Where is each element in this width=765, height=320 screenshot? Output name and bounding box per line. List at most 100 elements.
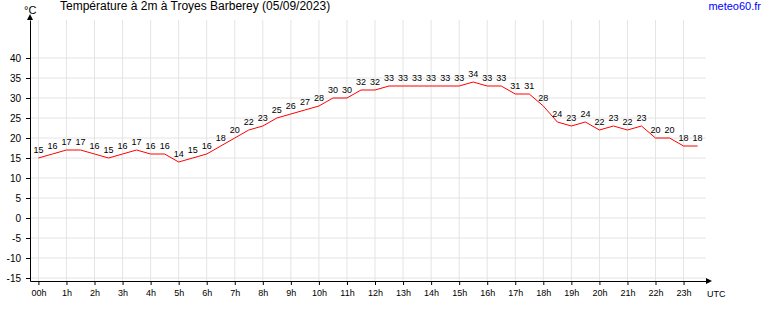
y-tick-label: 30 — [10, 93, 22, 104]
x-tick-label: 1h — [62, 288, 72, 298]
grid-line-y — [30, 258, 706, 259]
x-tick: 5h — [174, 281, 184, 298]
x-tick: 19h — [564, 281, 579, 298]
x-tick-mark — [599, 281, 600, 285]
y-tick: -10 — [7, 253, 30, 264]
data-label: 33 — [412, 73, 422, 83]
data-labels: 1516171716151617161614151618202223252627… — [33, 69, 702, 159]
source: meteo60.fr — [708, 0, 761, 12]
x-tick-mark — [151, 281, 152, 285]
data-label: 33 — [454, 73, 464, 83]
y-tick-mark — [26, 58, 30, 59]
data-label: 20 — [230, 125, 240, 135]
x-tick-mark — [684, 281, 685, 285]
data-label: 23 — [258, 113, 268, 123]
x-tick-label: 00h — [31, 288, 46, 298]
y-tick-mark — [26, 178, 30, 179]
plot-area — [38, 82, 697, 162]
x-tick-label: 22h — [648, 288, 663, 298]
data-label: 15 — [33, 145, 43, 155]
x-tick-mark — [291, 281, 292, 285]
x-tick-label: 13h — [396, 288, 411, 298]
y-tick-mark — [26, 278, 30, 279]
data-label: 23 — [566, 113, 576, 123]
grid-line-y — [30, 238, 706, 239]
grid-line-x — [487, 20, 488, 281]
grid-line-x — [515, 20, 516, 281]
x-tick-mark — [319, 281, 320, 285]
grid-line-x — [234, 20, 235, 281]
data-label: 33 — [496, 73, 506, 83]
y-tick: -15 — [7, 273, 30, 284]
temperature-line — [38, 82, 697, 162]
data-label: 33 — [482, 73, 492, 83]
y-tick-label: 25 — [10, 113, 22, 124]
x-tick-mark — [375, 281, 376, 285]
grid-line-x — [318, 20, 319, 281]
grid-line-y — [30, 198, 706, 199]
x-tick-label: 19h — [564, 288, 579, 298]
y-tick-mark — [26, 218, 30, 219]
x-tick-mark — [459, 281, 460, 285]
y-tick: 35 — [10, 73, 30, 84]
x-tick: 14h — [424, 281, 439, 298]
x-tick: 22h — [648, 281, 663, 298]
y-tick-label: 10 — [10, 173, 22, 184]
x-tick: 9h — [286, 281, 296, 298]
x-tick-mark — [515, 281, 516, 285]
x-axis: 00h1h2h3h4h5h6h7h8h9h10h11h12h13h14h15h1… — [31, 281, 707, 298]
y-tick-label: 20 — [10, 133, 22, 144]
grid-line-x — [683, 20, 684, 281]
y-tick-label: 5 — [15, 193, 21, 204]
x-tick-label: 18h — [536, 288, 551, 298]
x-tick: 18h — [536, 281, 551, 298]
y-tick: 10 — [10, 173, 30, 184]
y-tick-mark — [26, 138, 30, 139]
x-tick-label: 9h — [286, 288, 296, 298]
x-tick: 13h — [396, 281, 411, 298]
x-tick-label: 2h — [90, 288, 100, 298]
data-label: 16 — [118, 141, 128, 151]
title: Température à 2m à Troyes Barberey (05/0… — [60, 0, 330, 13]
data-label: 26 — [286, 101, 296, 111]
data-label: 20 — [665, 125, 675, 135]
y-tick-label: -15 — [7, 273, 22, 284]
data-label: 30 — [328, 85, 338, 95]
y-tick-mark — [26, 198, 30, 199]
x-tick-label: 20h — [592, 288, 607, 298]
data-label: 33 — [398, 73, 408, 83]
y-tick: -5 — [12, 233, 30, 244]
x-tick-label: 7h — [230, 288, 240, 298]
data-label: 18 — [679, 133, 689, 143]
data-label: 33 — [440, 73, 450, 83]
x-tick: 11h — [340, 281, 354, 298]
x-tick: 10h — [312, 281, 327, 298]
grid-line-y — [30, 178, 706, 179]
x-tick-mark — [207, 281, 208, 285]
data-label: 16 — [47, 141, 57, 151]
grid-line-x — [627, 20, 628, 281]
y-tick-mark — [26, 158, 30, 159]
y-tick: 30 — [10, 93, 30, 104]
y-axis-line — [30, 21, 31, 282]
grid-line-x — [571, 20, 572, 281]
grid-line-y — [30, 218, 706, 219]
grid-line-y — [30, 78, 706, 79]
data-label: 33 — [384, 73, 394, 83]
x-tick-label: 8h — [258, 288, 268, 298]
y-tick-label: 40 — [10, 53, 22, 64]
x-tick: 15h — [452, 281, 467, 298]
x-tick-label: 21h — [620, 288, 635, 298]
data-label: 16 — [202, 141, 212, 151]
x-tick-mark — [95, 281, 96, 285]
data-label: 22 — [594, 117, 604, 127]
data-label: 17 — [75, 137, 85, 147]
data-label: 17 — [132, 137, 142, 147]
data-label: 32 — [370, 77, 380, 87]
x-tick-label: 5h — [174, 288, 184, 298]
x-tick-mark — [38, 281, 39, 285]
grid-line-x — [543, 20, 544, 281]
y-tick-mark — [26, 118, 30, 119]
x-tick-mark — [263, 281, 264, 285]
y-tick-label: 35 — [10, 73, 22, 84]
